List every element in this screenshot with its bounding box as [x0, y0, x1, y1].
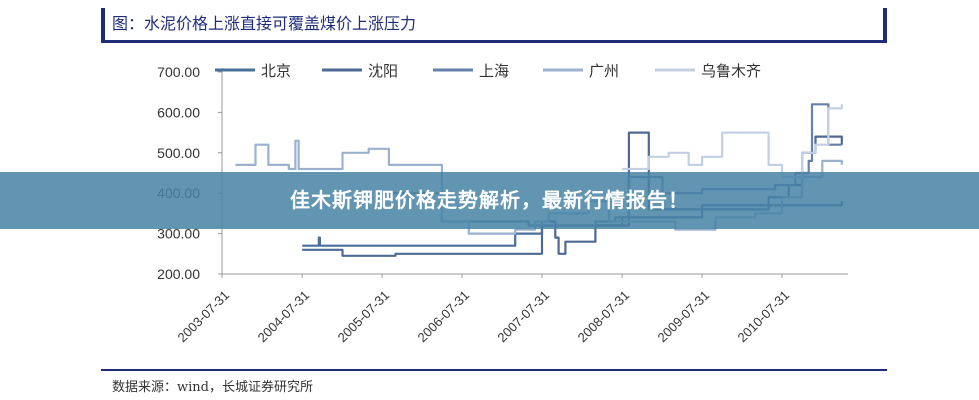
y-tick-label: 200.00	[157, 266, 200, 282]
overlay-banner	[0, 172, 979, 229]
y-tick-label: 300.00	[157, 226, 200, 242]
x-tick-label: 2006-07-31	[415, 288, 473, 346]
legend-label-1: 北京	[261, 62, 291, 80]
title-bar-underline	[101, 40, 887, 43]
legend-label-3: 上海	[479, 62, 509, 80]
x-tick-label: 2009-07-31	[655, 288, 713, 346]
legend-label-4: 广州	[589, 62, 619, 80]
y-tick-label: 700.00	[157, 64, 200, 80]
y-tick-label: 500.00	[157, 145, 200, 161]
legend-label-5: 乌鲁木齐	[701, 62, 761, 80]
legend-label-2: 沈阳	[368, 62, 398, 80]
x-tick-label: 2004-07-31	[255, 288, 313, 346]
source-note: 数据来源：wind，长城证券研究所	[112, 380, 313, 395]
x-tick-label: 2007-07-31	[494, 288, 552, 346]
figure-title: 图：水泥价格上涨直接可覆盖煤价上涨压力	[112, 14, 417, 33]
title-bar-left-border	[101, 8, 105, 42]
x-tick-label: 2005-07-31	[335, 288, 393, 346]
title-bar-right-border	[883, 8, 887, 42]
y-tick-label: 600.00	[157, 104, 200, 120]
x-tick-label: 2008-07-31	[575, 288, 633, 346]
x-tick-label: 2003-07-31	[174, 288, 232, 346]
source-divider	[101, 369, 887, 371]
overlay-banner-text: 佳木斯钾肥价格走势解析，最新行情报告！	[290, 188, 689, 212]
figure-title-bar	[101, 8, 887, 43]
x-tick-label: 2010-07-31	[734, 288, 792, 346]
series-line-5	[622, 104, 843, 179]
